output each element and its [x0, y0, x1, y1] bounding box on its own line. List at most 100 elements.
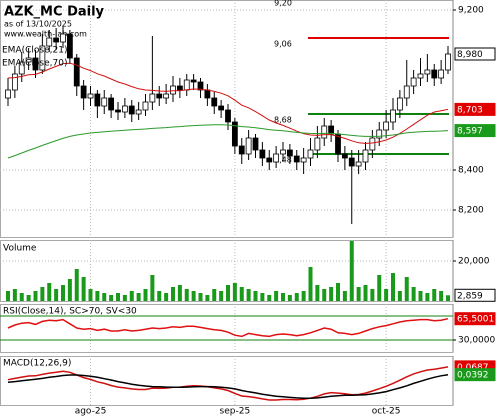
value-label: 2,859 — [457, 291, 483, 301]
value-label-box — [454, 47, 496, 61]
source: www.wealth-lab.com — [4, 30, 87, 39]
candle-body — [280, 149, 286, 155]
candle-body — [396, 97, 403, 111]
legend-label: EMA(Close,70) — [2, 59, 67, 69]
candle-body — [390, 109, 396, 123]
candle-body — [238, 145, 245, 155]
level-label: 9,06 — [274, 40, 292, 49]
bar — [246, 289, 251, 301]
bar — [95, 291, 100, 301]
bar — [308, 267, 313, 301]
line — [7, 373, 449, 399]
candle-body — [128, 105, 135, 115]
candle-body — [101, 97, 108, 107]
bar — [370, 289, 375, 301]
candle-body — [286, 149, 293, 157]
candle-body — [115, 109, 121, 113]
candle-body — [321, 125, 328, 139]
bar — [294, 293, 299, 301]
bar — [40, 287, 45, 301]
bar — [253, 291, 258, 301]
candle-body — [73, 57, 80, 87]
value-label: 0,0687 — [457, 363, 489, 373]
bar — [281, 293, 285, 301]
candle-body — [218, 105, 225, 111]
candle-body — [245, 137, 252, 155]
candle-body — [80, 85, 87, 99]
bar — [356, 287, 361, 301]
candle-body — [273, 153, 280, 163]
panel-title: MACD(12,26,9) — [3, 359, 71, 369]
bar — [19, 293, 24, 301]
candle-body — [170, 85, 176, 95]
value-label-box — [454, 102, 496, 116]
candle-body — [231, 121, 238, 147]
line — [7, 62, 449, 144]
candle-body — [46, 37, 53, 47]
candle-body — [403, 85, 410, 99]
line — [7, 366, 449, 401]
bar — [33, 291, 38, 301]
bar — [397, 291, 402, 301]
candle-body — [156, 93, 163, 99]
candle-body — [197, 81, 204, 91]
y-tick-label: 8,400 — [458, 166, 484, 176]
bar — [432, 289, 437, 301]
bar — [322, 289, 327, 301]
candle-body — [376, 129, 383, 139]
candle-body — [163, 93, 170, 99]
bar — [184, 289, 189, 301]
candle-body — [362, 149, 369, 163]
bar — [102, 293, 107, 301]
bar — [191, 291, 196, 301]
bar — [54, 289, 59, 301]
bar — [384, 289, 389, 301]
bar — [143, 289, 148, 301]
bar — [81, 277, 86, 301]
candle-body — [445, 53, 451, 71]
candle-body — [328, 125, 335, 135]
bar — [219, 291, 224, 301]
candle-body — [142, 101, 149, 111]
value-label: 8,597 — [457, 127, 483, 137]
candle-body — [225, 109, 231, 123]
candle-body — [135, 109, 142, 115]
candle-body — [5, 89, 11, 99]
legend-label: EMA(Close,21) — [2, 46, 67, 56]
bar — [349, 241, 354, 301]
bar — [129, 291, 134, 301]
panel-title: RSI(Close,14), SC>70, SV<30 — [3, 307, 137, 317]
bar — [315, 285, 320, 301]
bar — [363, 285, 368, 301]
value-label: 8,980 — [457, 50, 483, 60]
candle-body — [307, 149, 314, 159]
bar — [177, 285, 182, 301]
candle-body — [121, 105, 128, 113]
bar — [287, 295, 292, 301]
x-tick-label: sep-25 — [220, 407, 251, 417]
candle-body — [108, 97, 115, 111]
candle-body — [341, 153, 348, 159]
bar — [267, 295, 272, 301]
bar — [404, 277, 409, 301]
candle-body — [66, 33, 73, 59]
candle-body — [204, 89, 211, 99]
bar — [6, 291, 10, 301]
bar — [136, 293, 141, 301]
candle-body — [18, 61, 25, 75]
bar — [391, 273, 395, 301]
bar — [336, 283, 340, 301]
bar — [116, 293, 120, 301]
candle-body — [190, 79, 197, 83]
candle-body — [431, 69, 438, 79]
candle-body — [438, 69, 445, 79]
bar — [164, 293, 169, 301]
bar — [232, 283, 237, 301]
bar — [411, 287, 416, 301]
candle-body — [293, 155, 300, 163]
bar — [198, 293, 203, 301]
bar — [260, 293, 265, 301]
bar — [26, 295, 31, 301]
candle-body — [25, 57, 32, 63]
